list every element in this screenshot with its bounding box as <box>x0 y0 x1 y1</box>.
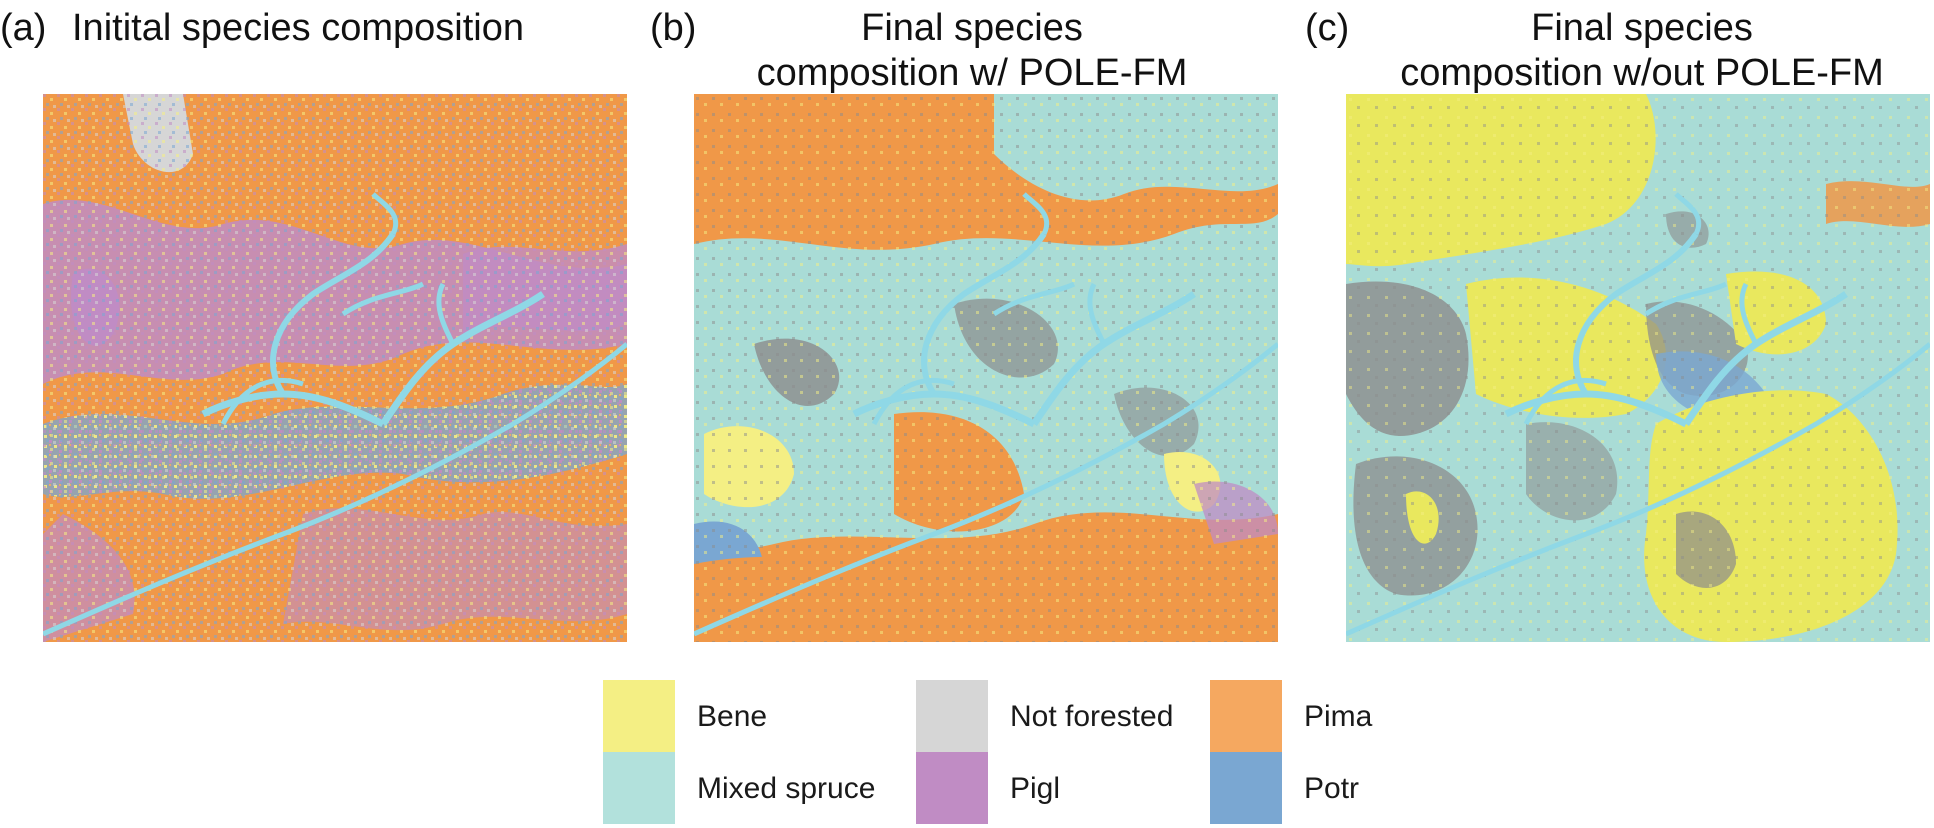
map-c-svg <box>1346 94 1930 642</box>
map-initial-composition <box>43 94 627 642</box>
legend-item-not-forested: Not forested <box>916 680 1206 752</box>
panel-b-title-line-2: composition w/ POLE-FM <box>756 52 1188 94</box>
legend-label-potr: Potr <box>1304 772 1360 805</box>
panel-b-title: Final species composition w/ POLE-FM <box>672 6 1272 96</box>
legend-label-pigl: Pigl <box>1010 772 1061 805</box>
legend-label-not-forested: Not forested <box>1010 700 1174 733</box>
panel-c-title-line-2: composition w/out POLE-FM <box>1400 52 1884 94</box>
panel-a-title: Initital species composition <box>42 6 622 51</box>
legend-swatch-bene <box>603 680 675 752</box>
legend-swatch-potr <box>1210 752 1282 824</box>
legend-item-mixed-spruce: Mixed spruce <box>603 752 893 824</box>
map-final-with-polefm <box>694 94 1278 642</box>
panel-c-title-line-1: Final species <box>1531 7 1753 49</box>
legend-swatch-mixed-spruce <box>603 752 675 824</box>
legend-item-pima: Pima <box>1210 680 1500 752</box>
legend-swatch-pigl <box>916 752 988 824</box>
panel-b-title-line-1: Final species <box>861 7 1083 49</box>
map-a-svg <box>43 94 627 642</box>
panel-c-letter: (c) <box>1305 7 1350 49</box>
legend-label-bene: Bene <box>697 700 768 733</box>
panel-c-title: Final species composition w/out POLE-FM <box>1342 6 1934 96</box>
map-b-svg <box>694 94 1278 642</box>
legend-label-mixed-spruce: Mixed spruce <box>697 772 876 805</box>
legend-item-potr: Potr <box>1210 752 1500 824</box>
legend-swatch-pima <box>1210 680 1282 752</box>
legend-item-pigl: Pigl <box>916 752 1206 824</box>
legend-swatch-not-forested <box>916 680 988 752</box>
legend-item-bene: Bene <box>603 680 893 752</box>
map-final-without-polefm <box>1346 94 1930 642</box>
panel-b-letter: (b) <box>650 7 697 49</box>
legend: Bene Not forested Pima Mixed spruce Pigl… <box>603 680 1403 824</box>
panel-a-letter: (a) <box>0 7 47 49</box>
panel-a-title-line-1: Initital species composition <box>72 7 524 49</box>
legend-label-pima: Pima <box>1304 700 1373 733</box>
